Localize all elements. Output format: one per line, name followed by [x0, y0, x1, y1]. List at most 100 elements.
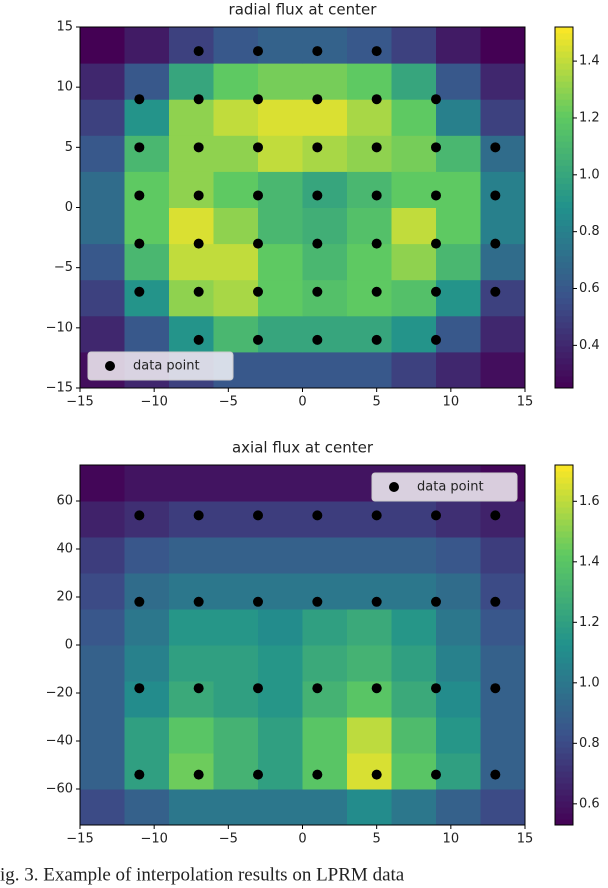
colorbar-segment — [555, 153, 573, 160]
colorbar-segment — [555, 279, 573, 287]
data-point — [312, 334, 323, 345]
colorbar-segment — [555, 741, 573, 748]
colorbar-segment — [555, 81, 573, 88]
heatmap-cell — [169, 717, 214, 754]
colorbar-tick-label: 0.8 — [579, 224, 600, 239]
colorbar-tick-label: 0.4 — [579, 338, 600, 353]
heatmap-cell — [347, 501, 392, 538]
heatmap-cell — [169, 315, 214, 353]
heatmap-cell — [80, 573, 125, 610]
heatmap-cell — [213, 789, 259, 826]
heatmap-cell — [213, 537, 259, 574]
y-tick-label: −20 — [46, 686, 73, 701]
heatmap-cell — [480, 501, 526, 538]
data-point — [431, 596, 441, 607]
x-tick-label: 5 — [373, 832, 381, 847]
colorbar-tick-label: 0.8 — [579, 736, 600, 751]
legend-box — [87, 351, 234, 381]
data-point — [134, 142, 145, 153]
heatmap-cell — [213, 717, 259, 754]
colorbar-tick-label: 1.0 — [579, 675, 600, 690]
heatmap-cell — [302, 681, 348, 718]
heatmap-cell — [347, 243, 392, 281]
heatmap-cell — [80, 99, 125, 136]
colorbar-segment — [555, 705, 573, 712]
heatmap-cell — [391, 573, 437, 610]
colorbar-segment — [555, 99, 573, 106]
colorbar-segment — [555, 561, 573, 568]
heatmap-cell — [391, 351, 437, 389]
heatmap-cell — [124, 243, 170, 281]
heatmap-cell — [480, 753, 526, 790]
colorbar-segment — [555, 585, 573, 592]
heatmap-cell — [302, 63, 348, 100]
x-tick-label: 5 — [373, 395, 381, 410]
colorbar-segment — [555, 51, 573, 58]
data-point — [490, 596, 501, 607]
heatmap-cell — [436, 645, 481, 682]
heatmap-cell — [124, 681, 170, 718]
data-point — [193, 142, 204, 153]
colorbar-segment — [555, 507, 573, 514]
data-point — [193, 510, 204, 521]
heatmap-cell — [347, 681, 392, 718]
heatmap-cell — [258, 537, 303, 574]
y-tick-label: −15 — [46, 381, 73, 396]
data-point — [253, 238, 263, 249]
heatmap-cell — [124, 465, 170, 502]
colorbar-segment — [555, 195, 573, 202]
heatmap-cell — [391, 207, 437, 245]
heatmap-cell — [258, 63, 303, 100]
y-tick-label: −5 — [54, 260, 73, 275]
data-point — [193, 286, 204, 297]
y-tick-label: 40 — [56, 542, 73, 557]
heatmap-cell — [436, 279, 481, 317]
heatmap-cell — [213, 645, 259, 682]
data-point — [431, 286, 441, 297]
heatmap-cell — [213, 681, 259, 718]
heatmap-cell — [391, 63, 437, 100]
heatmap-cell — [347, 351, 392, 389]
data-point — [490, 510, 501, 521]
colorbar-segment — [555, 669, 573, 676]
data-point — [134, 683, 145, 694]
colorbar-segment — [555, 591, 573, 598]
data-point — [431, 769, 441, 780]
colorbar-segment — [555, 369, 573, 377]
heatmap-cell — [436, 609, 481, 646]
data-point — [371, 683, 382, 694]
colorbar-segment — [555, 633, 573, 640]
heatmap-cell — [169, 171, 214, 208]
colorbar-segment — [555, 723, 573, 730]
data-point — [431, 190, 441, 201]
y-tick-label: 20 — [56, 590, 73, 605]
legend-label: data point — [133, 359, 200, 374]
heatmap-cell — [124, 315, 170, 353]
heatmap-cell — [436, 753, 481, 790]
colorbar-segment — [555, 681, 573, 688]
heatmap-cell — [80, 465, 125, 502]
colorbar-segment — [555, 483, 573, 490]
colorbar-segment — [555, 543, 573, 550]
data-point — [371, 46, 382, 57]
heatmap-cell — [391, 99, 437, 136]
heatmap-cell — [213, 279, 259, 317]
colorbar-segment — [555, 291, 573, 299]
colorbar-segment — [555, 687, 573, 694]
heatmap-cell — [436, 351, 481, 389]
heatmap-cell — [258, 171, 303, 208]
heatmap-cell — [80, 315, 125, 353]
heatmap-cell — [391, 27, 437, 64]
heatmap-cell — [347, 609, 392, 646]
heatmap-cell — [347, 573, 392, 610]
y-tick-label: 5 — [65, 140, 73, 155]
heatmap-cell — [124, 171, 170, 208]
heatmap-cell — [258, 99, 303, 136]
colorbar-segment — [555, 27, 573, 34]
colorbar-segment — [555, 111, 573, 118]
colorbar-segment — [555, 471, 573, 478]
heatmap-cell — [436, 171, 481, 208]
heatmap-cell — [213, 171, 259, 208]
heatmap-cell — [302, 171, 348, 208]
heatmap-cell — [347, 789, 392, 826]
